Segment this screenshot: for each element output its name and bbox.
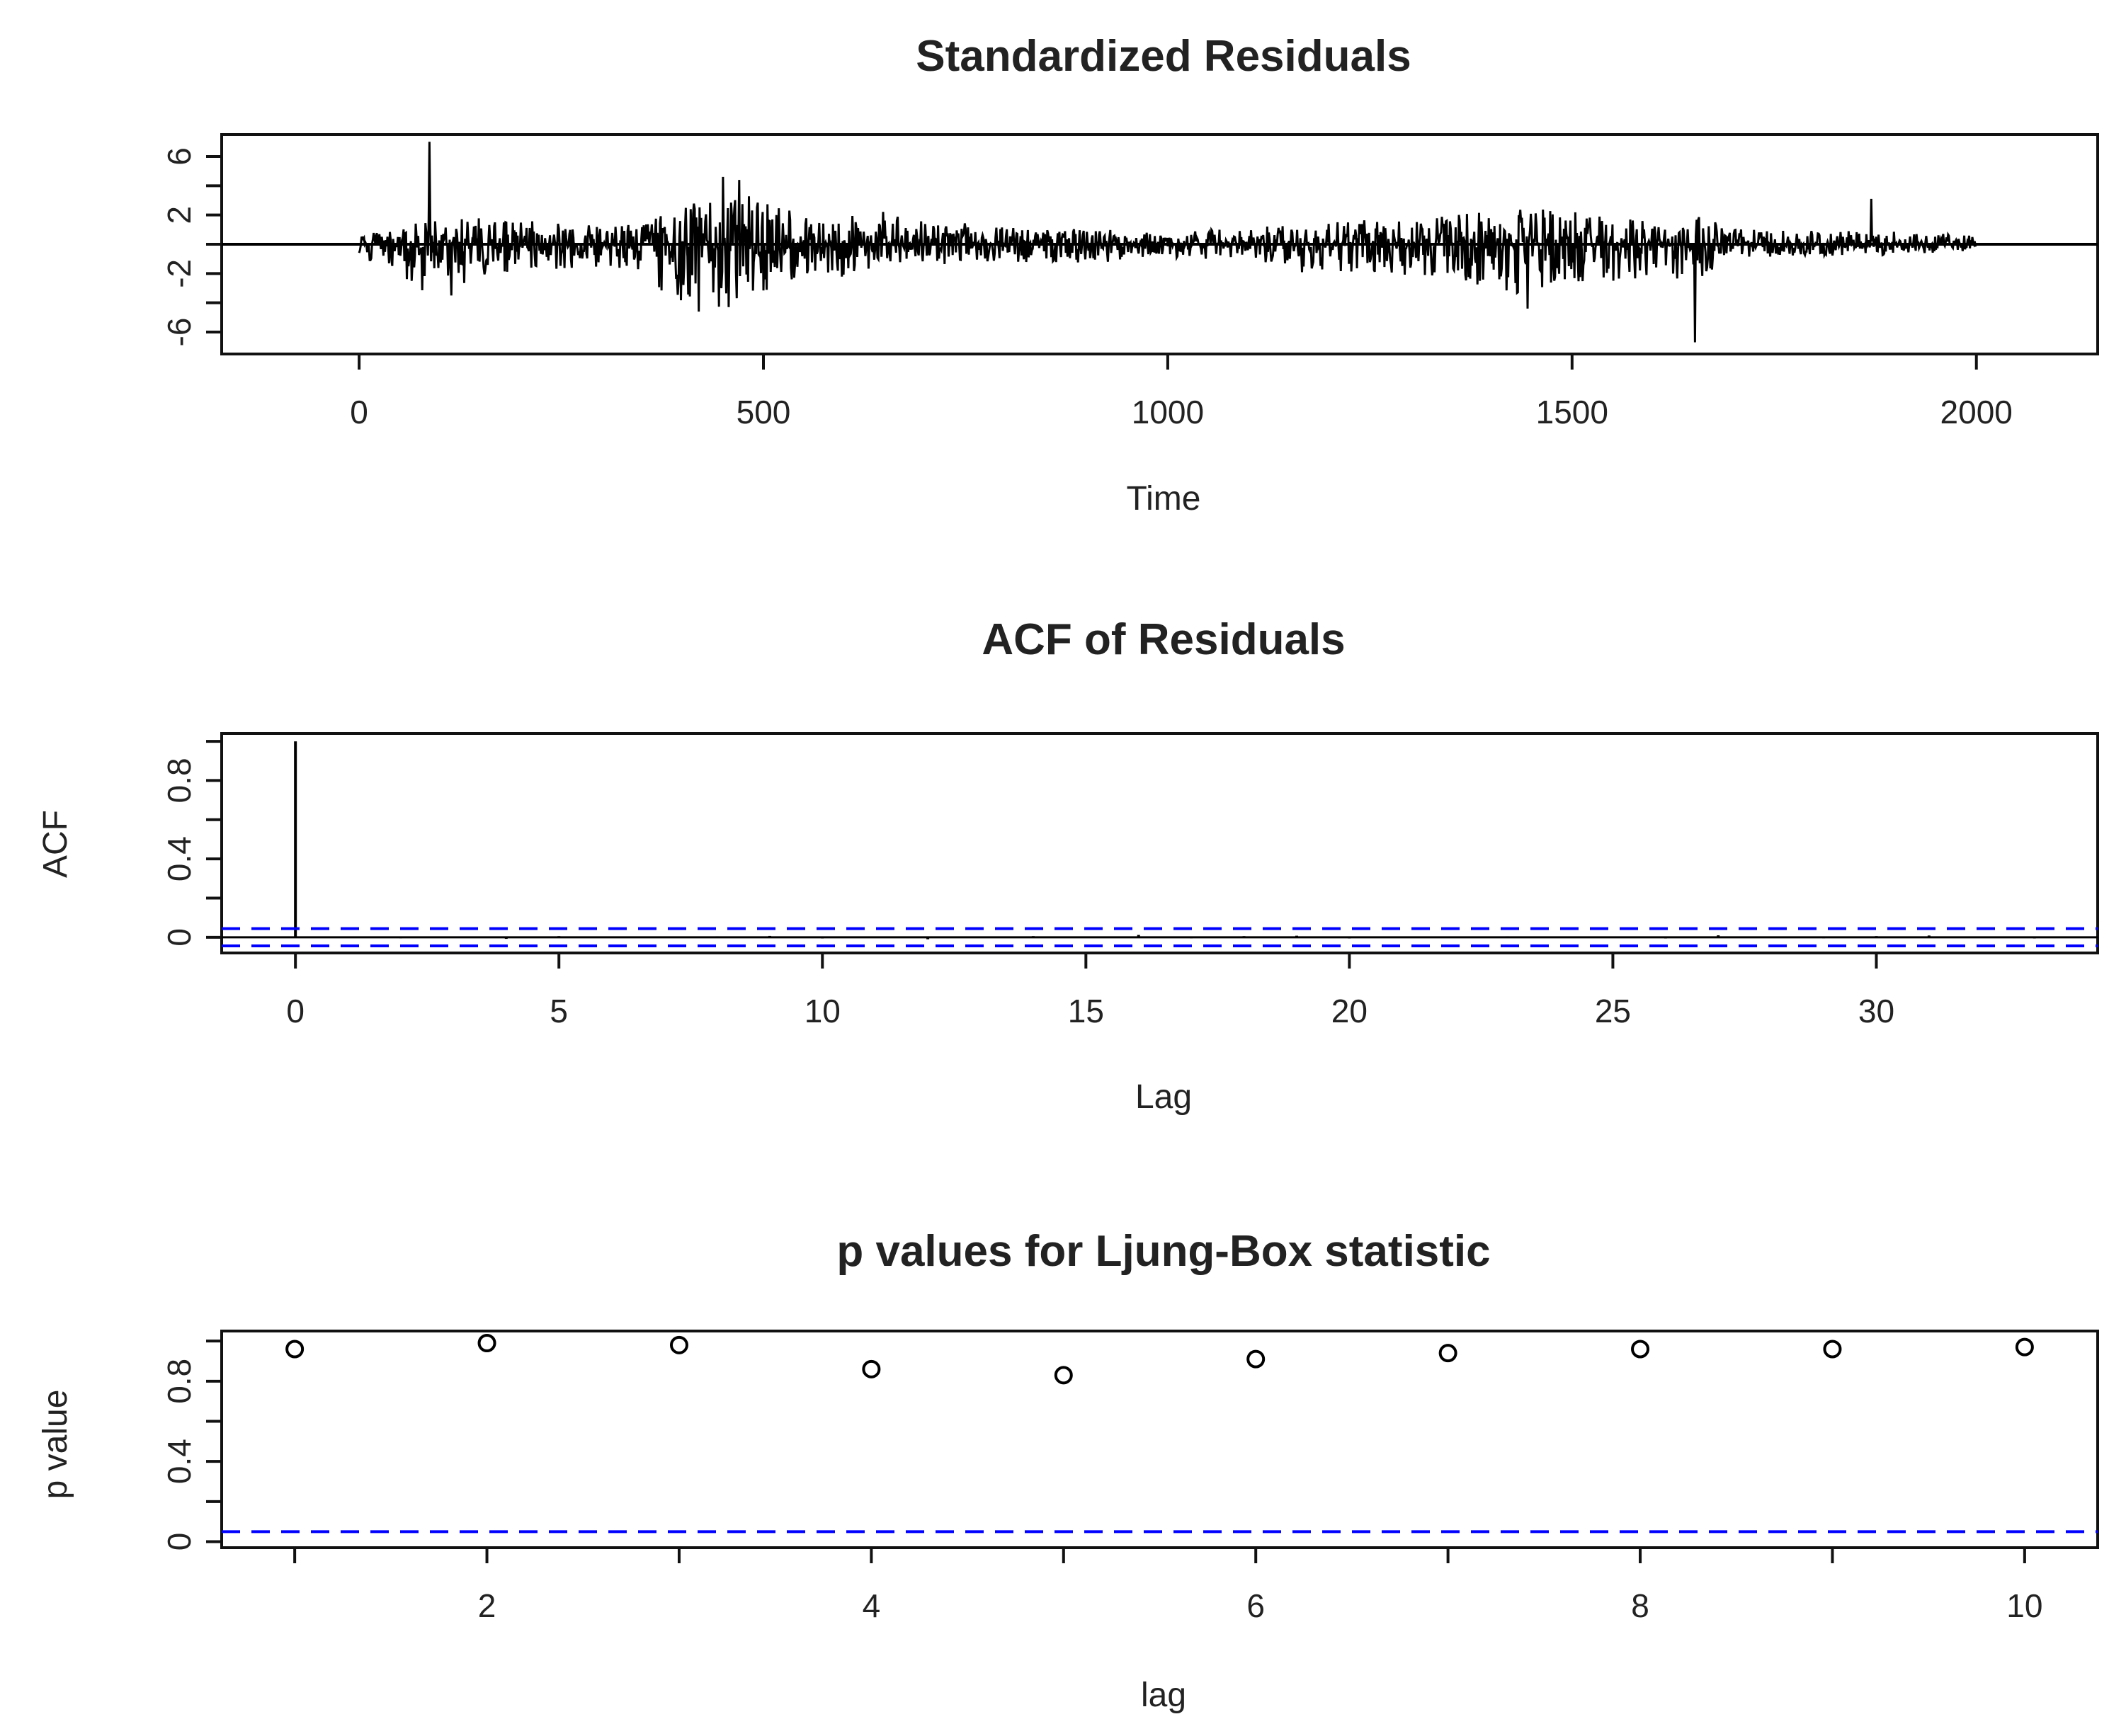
residuals-y-tick-label: -2 xyxy=(161,259,198,288)
acf-axes: 0 5 10 15 20 25 30 0 0.4 0.8 xyxy=(161,740,1894,1029)
residuals-title: Standardized Residuals xyxy=(916,32,1411,81)
acf-x-axis-label: Lag xyxy=(1135,1078,1192,1116)
ljung-box-x-tick-label: 6 xyxy=(1246,1587,1265,1624)
ljung-box-title: p values for Ljung-Box statistic xyxy=(836,1227,1490,1276)
acf-y-tick-label: 0 xyxy=(161,928,198,947)
ljung-box-axes: 2 4 6 8 10 0 0.4 0.8 xyxy=(161,1340,2042,1624)
residuals-x-tick-label: 0 xyxy=(350,394,368,430)
residuals-y-tick-label: -6 xyxy=(161,318,198,347)
acf-y-tick-label: 0.4 xyxy=(161,836,198,881)
acf-plot-frame xyxy=(220,732,2099,954)
ljung-box-point xyxy=(1438,1344,1457,1363)
residuals-y-tick-label: 2 xyxy=(161,206,198,224)
residuals-x-tick-label: 500 xyxy=(737,394,791,430)
acf-title: ACF of Residuals xyxy=(982,615,1345,664)
ljung-box-x-axis-label: lag xyxy=(1141,1677,1186,1714)
acf-x-tick-label: 20 xyxy=(1331,993,1368,1029)
ljung-box-y-axis-label: p value xyxy=(37,1390,74,1500)
ljung-box-point xyxy=(285,1340,305,1359)
ljung-box-point xyxy=(1823,1340,1842,1359)
residuals-line xyxy=(358,142,1977,343)
ljung-box-points xyxy=(222,1334,2098,1534)
ljung-box-point xyxy=(1631,1340,1650,1359)
ljung-box-point xyxy=(862,1359,881,1378)
residuals-panel: Standardized Residuals 0 500 1000 1500 2000 -… xyxy=(161,32,2099,518)
residuals-axes: 0 500 1000 1500 2000 -6 -2 2 6 xyxy=(161,147,2013,430)
ljung-box-y-tick-label: 0.4 xyxy=(161,1439,198,1484)
acf-y-tick-label: 0.8 xyxy=(161,758,198,803)
acf-x-tick-label: 5 xyxy=(550,993,568,1029)
acf-x-tick-label: 15 xyxy=(1068,993,1104,1029)
residuals-series xyxy=(222,142,2098,343)
ljung-box-x-tick-label: 8 xyxy=(1631,1587,1649,1624)
ljung-box-point xyxy=(669,1335,688,1354)
residuals-x-tick-label: 1500 xyxy=(1536,394,1608,430)
acf-y-axis-label: ACF xyxy=(37,810,74,878)
ljung-box-point xyxy=(1054,1366,1073,1385)
ljung-box-panel: p values for Ljung-Box statistic 2 4 6 8 10 0… xyxy=(37,1227,2099,1714)
ljung-box-x-tick-label: 4 xyxy=(863,1587,881,1624)
acf-x-tick-label: 30 xyxy=(1858,993,1894,1029)
residuals-x-tick-label: 2000 xyxy=(1940,394,2013,430)
ljung-box-point xyxy=(1246,1349,1266,1369)
ljung-box-x-tick-label: 10 xyxy=(2006,1587,2042,1624)
ljung-box-plot-frame xyxy=(220,1330,2099,1549)
ljung-box-x-tick-label: 2 xyxy=(478,1587,496,1624)
acf-x-tick-label: 10 xyxy=(805,993,841,1029)
ljung-box-point xyxy=(2015,1337,2034,1357)
ljung-box-y-tick-label: 0.8 xyxy=(161,1359,198,1404)
acf-bars xyxy=(222,741,2098,948)
acf-x-tick-label: 0 xyxy=(286,993,305,1029)
acf-panel: ACF of Residuals 0 5 10 15 20 25 30 0 0.4 0.8 Lag… xyxy=(37,615,2099,1116)
ljung-box-point xyxy=(477,1334,496,1352)
acf-x-tick-label: 25 xyxy=(1595,993,1631,1029)
residuals-x-tick-label: 1000 xyxy=(1132,394,1204,430)
ljung-box-y-tick-label: 0 xyxy=(161,1533,198,1551)
residuals-x-axis-label: Time xyxy=(1127,480,1201,518)
residuals-y-tick-label: 6 xyxy=(161,147,198,166)
